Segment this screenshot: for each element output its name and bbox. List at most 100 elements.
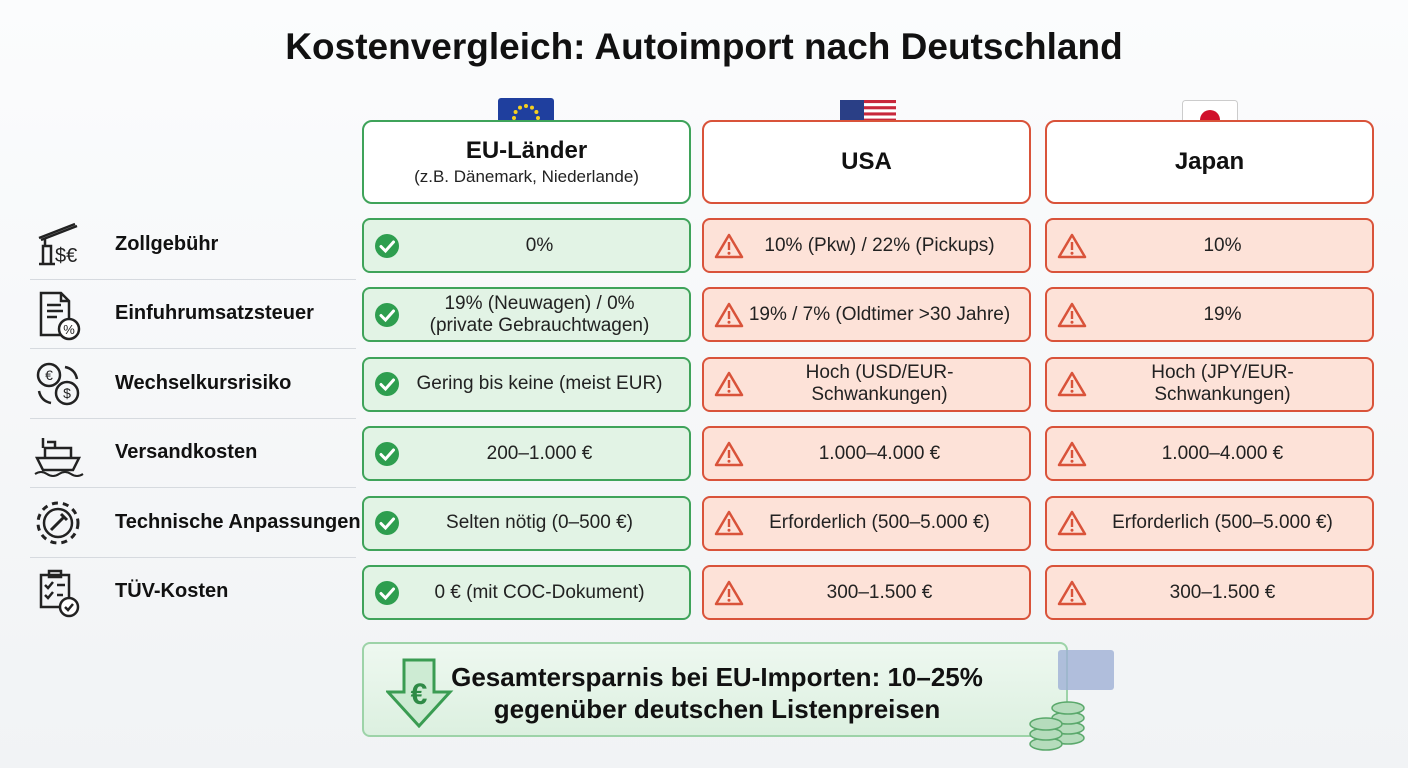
cell: 19% (1045, 287, 1374, 343)
warning-icon (1057, 441, 1087, 467)
row-separator (30, 417, 356, 419)
cell: Hoch (JPY/EUR-Schwankungen) (1045, 356, 1374, 412)
cell: 200–1.000 € (362, 426, 691, 482)
cell: Erforderlich (500–5.000 €) (702, 495, 1031, 551)
cell-line: 0% (525, 234, 554, 256)
euro-arrow-icon: € (386, 658, 454, 728)
cell-text: Erforderlich (500–5.000 €) (744, 512, 1015, 534)
row-separator (30, 279, 356, 280)
cell-line: Hoch (USD/EUR-Schwankungen) (805, 362, 954, 406)
svg-text:$: $ (63, 385, 71, 401)
check-icon (374, 233, 404, 259)
cell-text: 19% (Neuwagen) / 0% (private Gebrauchtwag… (404, 293, 675, 337)
euro-symbol: € (411, 678, 428, 711)
row-label: Versandkosten (115, 441, 258, 464)
column-subtitle: (z.B. Dänemark, Niederlande) (414, 167, 639, 186)
summary-line: gegenüber deutschen Listenpreisen (493, 694, 941, 724)
warning-icon (714, 441, 744, 467)
cell-text: 10% (Pkw) / 22% (Pickups) (744, 235, 1015, 257)
cell-text: Selten nötig (0–500 €) (404, 512, 675, 534)
summary-box: € Gesamtersparnis bei EU-Importen: 10–25… (362, 642, 1068, 737)
row-icon (33, 428, 85, 480)
cell-line: 300–1.500 € (1169, 581, 1276, 603)
coins-flag-decoration (1029, 650, 1114, 751)
cell: 10% (Pkw) / 22% (Pickups) (702, 218, 1031, 273)
row-icon-svg (36, 501, 80, 545)
svg-text:%: % (63, 322, 75, 337)
cell: 0% (362, 218, 691, 273)
warning-icon (714, 371, 744, 397)
row-label: Technische Anpassungen (115, 510, 361, 533)
cell-text: 10% (1087, 235, 1358, 257)
cell-line: 19% (1203, 303, 1242, 325)
check-icon (374, 371, 404, 397)
cell-text: 0 € (mit COC-Dokument) (404, 582, 675, 604)
column-name: EU-Länder (465, 137, 588, 164)
row-label: Wechselkursrisiko (115, 371, 292, 394)
column-header: EU-Länder (z.B. Dänemark, Niederlande) (362, 120, 691, 204)
cell-text: 1.000–4.000 € (1087, 443, 1358, 465)
cell-line: 19% / 7% (Oldtimer >30 Jahre) (748, 303, 1011, 325)
row-icon-svg (34, 438, 84, 478)
column-header: USA (702, 120, 1031, 204)
warning-icon (714, 580, 744, 606)
row-separator (30, 556, 356, 558)
cell-line: 10% (1203, 234, 1242, 256)
cell-line: 10% (Pkw) / 22% (Pickups) (764, 234, 995, 256)
check-icon (374, 510, 404, 536)
row-icon-svg: €$ (36, 362, 80, 406)
row-icon (33, 498, 85, 550)
row-icon: € $ (33, 359, 85, 411)
cell: Selten nötig (0–500 €) (362, 495, 691, 551)
warning-icon (1057, 371, 1087, 397)
summary-line: Gesamtersparnis bei EU-Importen: 10–25% (451, 662, 983, 692)
warning-icon (1057, 580, 1087, 606)
cell-line: Hoch (JPY/EUR-Schwankungen) (1151, 362, 1294, 406)
column-name: USA (841, 148, 892, 175)
cell-text: 19% (1087, 304, 1358, 326)
warning-icon (714, 302, 744, 328)
cell: 0 € (mit COC-Dokument) (362, 565, 691, 620)
cell: 300–1.500 € (702, 565, 1031, 620)
cell-line: Gering bis keine (meist EUR) (416, 373, 663, 395)
cell-line: 1.000–4.000 € (818, 442, 941, 464)
cell-line: 0 € (mit COC-Dokument) (434, 581, 645, 603)
cell: 19% / 7% (Oldtimer >30 Jahre) (702, 287, 1031, 343)
cell: 1.000–4.000 € (702, 426, 1031, 482)
title: Kostenvergleich: Autoimport nach Deutsch… (285, 26, 1123, 67)
row-icon (33, 567, 85, 619)
row-icon: % (33, 289, 85, 341)
row-separator (30, 487, 356, 489)
warning-icon (1057, 302, 1087, 328)
row-icon: $€ (33, 220, 85, 272)
cell-text: Gering bis keine (meist EUR) (404, 373, 675, 395)
cell-text: Erforderlich (500–5.000 €) (1087, 512, 1358, 534)
cell: 10% (1045, 218, 1374, 273)
column-header: Japan (1045, 120, 1374, 204)
column-name: Japan (1174, 148, 1245, 175)
warning-icon (714, 233, 744, 259)
cell: 19% (Neuwagen) / 0% (private Gebrauchtwag… (362, 287, 691, 343)
svg-text:$€: $€ (55, 245, 77, 267)
row-icon-svg (39, 569, 80, 618)
cell-text: 200–1.000 € (404, 443, 675, 465)
cell: 300–1.500 € (1045, 565, 1374, 620)
cell-line: (private Gebrauchtwagen) (429, 314, 650, 336)
cell-line: Selten nötig (0–500 €) (446, 512, 633, 534)
cell-line: 300–1.500 € (826, 581, 933, 603)
warning-icon (1057, 510, 1087, 536)
cell-line: Erforderlich (500–5.000 €) (1112, 512, 1333, 534)
cell: Hoch (USD/EUR-Schwankungen) (702, 356, 1031, 412)
row-icon-svg: $€ (38, 222, 78, 267)
cell-text: 0% (404, 235, 675, 257)
cell-text: Hoch (USD/EUR-Schwankungen) (744, 362, 1015, 406)
row-label: Einfuhrumsatzsteuer (115, 302, 314, 325)
row-separator (30, 348, 356, 350)
row-label: Zollgebühr (115, 233, 219, 255)
cell-text: 300–1.500 € (744, 582, 1015, 604)
cell: Gering bis keine (meist EUR) (362, 356, 691, 412)
cell-text: 1.000–4.000 € (744, 443, 1015, 465)
cell: 1.000–4.000 € (1045, 426, 1374, 482)
row-icon-svg: % (39, 292, 81, 341)
